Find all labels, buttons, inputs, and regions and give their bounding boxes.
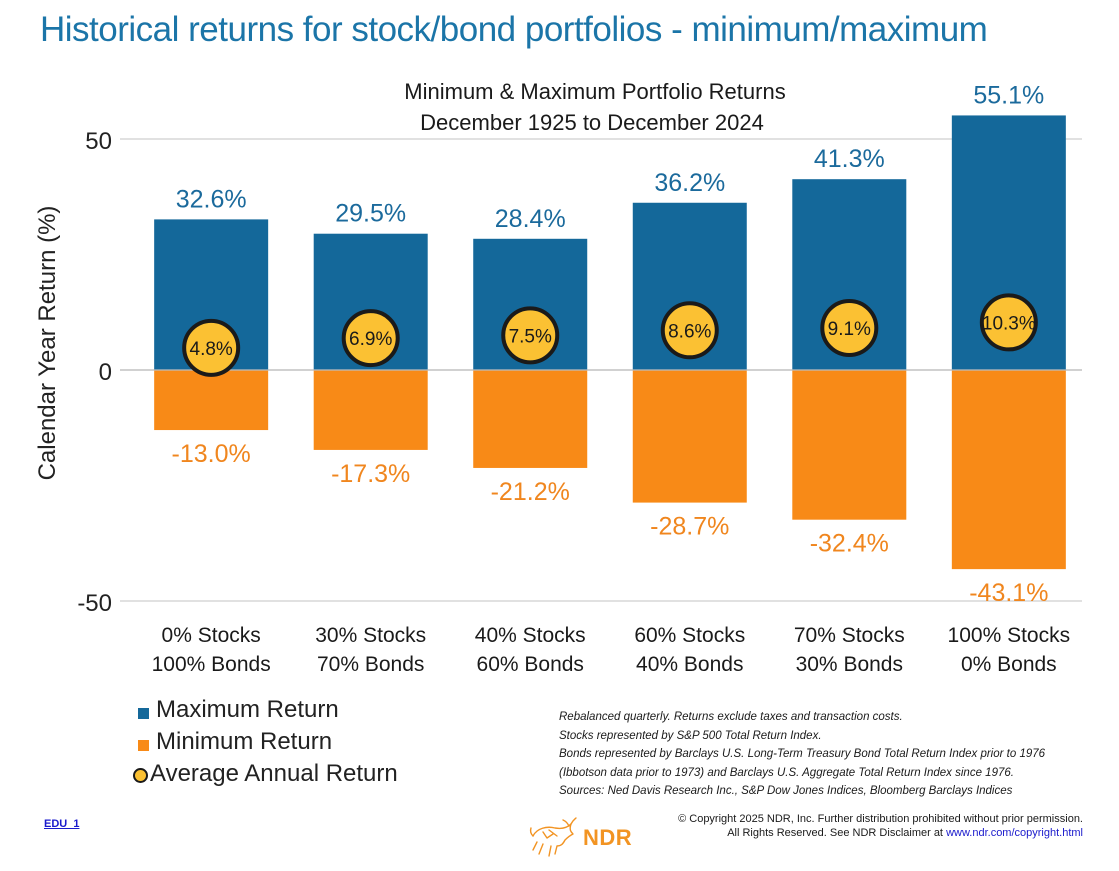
logo-text: NDR: [583, 825, 633, 850]
min-return-label: -32.4%: [810, 530, 889, 558]
max-return-label: 36.2%: [654, 169, 725, 197]
copyright-prefix: All Rights Reserved. See NDR Disclaimer …: [727, 827, 943, 839]
x-tick-label: 70% Bonds: [317, 653, 424, 676]
footnote-line: Bonds represented by Barclays U.S. Long-…: [559, 748, 1046, 760]
legend-swatch-minimum: [138, 739, 149, 751]
average-return-marker: [182, 318, 241, 377]
min-return-label: -21.2%: [491, 478, 570, 506]
max-return-label: 41.3%: [814, 145, 885, 173]
copyright-line-1: © Copyright 2025 NDR, Inc. Further distr…: [678, 813, 1083, 825]
average-return-label: 4.8%: [190, 339, 233, 360]
legend-swatch-maximum: [138, 707, 149, 719]
copyright-line-2: All Rights Reserved. See NDR Disclaimer …: [678, 826, 1083, 840]
y-tick-label: 0: [99, 359, 112, 386]
average-markers-layer: 4.8% 6.9% 7.5% 8.6% 9.1% 10.3%: [182, 293, 1038, 377]
chart-title: Minimum & Maximum Portfolio Returns: [404, 79, 785, 104]
axis-layer: 50 0 -50 Calendar Year Return (%) Minimum & …: [34, 79, 1070, 676]
x-tick-label: 0% Bonds: [961, 653, 1057, 676]
average-return-marker: [979, 293, 1038, 352]
average-return-label: 8.6%: [668, 321, 711, 342]
average-return-label: 7.5%: [509, 326, 552, 347]
min-return-bar: [313, 370, 428, 450]
legend-item-minimum: Minimum Return: [138, 726, 398, 758]
x-tick-label: 70% Stocks: [794, 624, 905, 647]
legend-label: Average Annual Return: [150, 760, 398, 787]
bull-logo-icon: [529, 817, 577, 857]
max-return-label: 32.6%: [176, 185, 247, 213]
x-tick-label: 30% Bonds: [796, 653, 903, 676]
average-return-marker: [660, 301, 719, 360]
y-axis-label: Calendar Year Return (%): [34, 206, 61, 481]
average-return-label: 9.1%: [828, 319, 871, 340]
average-return-marker: [501, 306, 560, 365]
min-return-bar: [473, 370, 588, 468]
x-tick-label: 40% Bonds: [636, 653, 743, 676]
footnote-line: Stocks represented by S&P 500 Total Retu…: [559, 729, 822, 742]
footnote-line: Sources: Ned Davis Research Inc., S&P Do…: [559, 785, 1013, 797]
footnote-line: Rebalanced quarterly. Returns exclude ta…: [559, 711, 903, 723]
chart-subtitle: December 1925 to December 2024: [420, 110, 764, 135]
portfolio-returns-chart: 32.6% -13.0% 29.5% -17.3% 28.4% -21.2% 36.2% -2…: [34, 79, 1082, 676]
ndr-logo: NDR: [527, 814, 632, 862]
min-return-label: -43.1%: [969, 579, 1048, 607]
footnote-line: (Ibbotson data prior to 1973) and Barcla…: [559, 766, 1014, 779]
labels-layer: 32.6% -13.0% 29.5% -17.3% 28.4% -21.2% 36.2% -2…: [172, 81, 1049, 607]
average-return-marker: [820, 298, 879, 357]
min-return-bar: [154, 370, 269, 431]
legend-item-maximum: Maximum Return: [138, 694, 398, 726]
legend: Maximum Return Minimum Return Average An…: [133, 694, 398, 790]
average-return-marker: [341, 309, 400, 368]
max-return-label: 55.1%: [973, 81, 1044, 109]
legend-label: Minimum Return: [156, 728, 333, 755]
x-tick-label: 60% Bonds: [477, 653, 584, 676]
average-return-label: 6.9%: [349, 329, 392, 350]
x-tick-label: 60% Stocks: [634, 624, 745, 647]
x-tick-label: 100% Bonds: [152, 653, 271, 676]
legend-item-average: Average Annual Return: [133, 758, 398, 790]
min-return-bar: [632, 370, 747, 503]
footnotes: Rebalanced quarterly. Returns exclude ta…: [559, 708, 1059, 801]
page-title: Historical returns for stock/bond portfo…: [40, 10, 988, 49]
x-tick-label: 0% Stocks: [162, 624, 261, 647]
bars-layer: [154, 115, 1066, 570]
x-tick-label: 30% Stocks: [315, 624, 426, 647]
min-return-label: -17.3%: [331, 460, 410, 488]
y-tick-label: 50: [85, 128, 112, 155]
max-return-label: 28.4%: [495, 205, 566, 233]
max-return-label: 29.5%: [335, 200, 406, 228]
x-tick-label: 100% Stocks: [948, 624, 1071, 647]
min-return-bar: [792, 370, 907, 520]
copyright: © Copyright 2025 NDR, Inc. Further distr…: [678, 812, 1083, 840]
legend-label: Maximum Return: [156, 696, 339, 723]
legend-swatch-average: [133, 767, 148, 783]
average-return-label: 10.3%: [982, 313, 1036, 334]
edu-link[interactable]: EDU_1: [44, 818, 80, 830]
min-return-bar: [951, 370, 1066, 570]
min-return-label: -13.0%: [172, 440, 251, 468]
copyright-link[interactable]: www.ndr.com/copyright.html: [946, 827, 1083, 839]
min-return-label: -28.7%: [650, 513, 729, 541]
x-tick-label: 40% Stocks: [475, 624, 586, 647]
y-tick-label: -50: [77, 590, 112, 617]
